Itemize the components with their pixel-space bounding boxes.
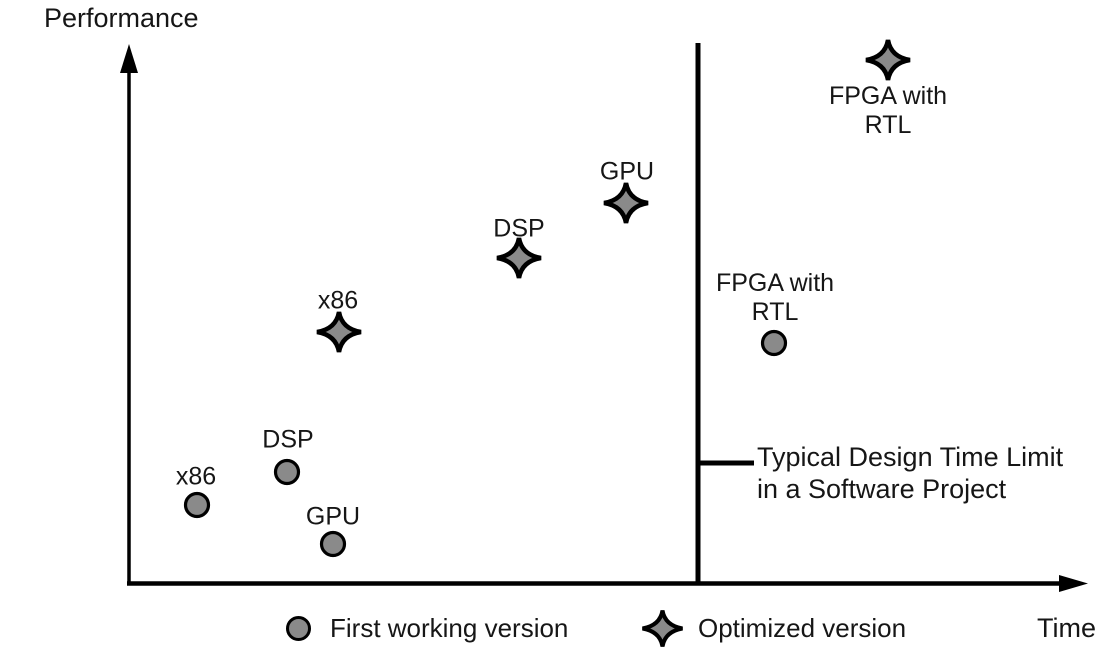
- legend-label-first-working: First working version: [330, 612, 569, 643]
- marker-first-x86: [183, 491, 211, 519]
- x-axis-title: Time: [1037, 613, 1096, 643]
- legend-item-first-working: First working version: [284, 608, 568, 648]
- label-optimized-gpu: GPU: [599, 157, 655, 186]
- marker-first-gpu: [319, 530, 347, 558]
- marker-optimized-dsp: [496, 237, 542, 279]
- legend-star-icon: [642, 609, 683, 647]
- marker-optimized-fpga: [865, 39, 911, 81]
- design-time-limit-annotation: Typical Design Time Limit in a Software …: [757, 441, 1063, 505]
- label-optimized-dsp: DSP: [493, 214, 545, 243]
- marker-optimized-x86: [316, 311, 362, 353]
- label-optimized-x86: x86: [317, 286, 359, 315]
- label-first-fpga: FPGA with RTL: [715, 269, 835, 326]
- marker-first-dsp: [273, 458, 301, 486]
- marker-optimized-gpu: [603, 182, 649, 224]
- x-axis: [127, 575, 1088, 592]
- marker-first-fpga: [760, 329, 788, 357]
- label-optimized-fpga: FPGA with RTL: [828, 82, 948, 139]
- legend-label-optimized: Optimized version: [698, 612, 907, 643]
- y-axis-title: Performance: [44, 3, 199, 33]
- label-first-gpu: GPU: [305, 502, 361, 531]
- annotation-line-1: Typical Design Time Limit: [757, 442, 1064, 472]
- annotation-line-2: in a Software Project: [757, 474, 1007, 504]
- legend-item-optimized: Optimized version: [640, 608, 906, 648]
- y-axis: [120, 44, 138, 584]
- legend-circle-icon: [286, 615, 311, 641]
- label-first-x86: x86: [175, 462, 217, 491]
- label-first-dsp: DSP: [262, 425, 314, 454]
